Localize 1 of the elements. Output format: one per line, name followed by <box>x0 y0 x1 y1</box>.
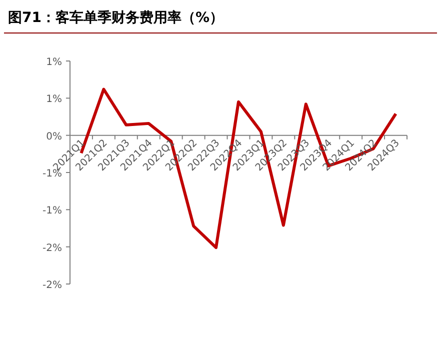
title: 图71：客车单季财务费用率（%） <box>8 10 224 26</box>
